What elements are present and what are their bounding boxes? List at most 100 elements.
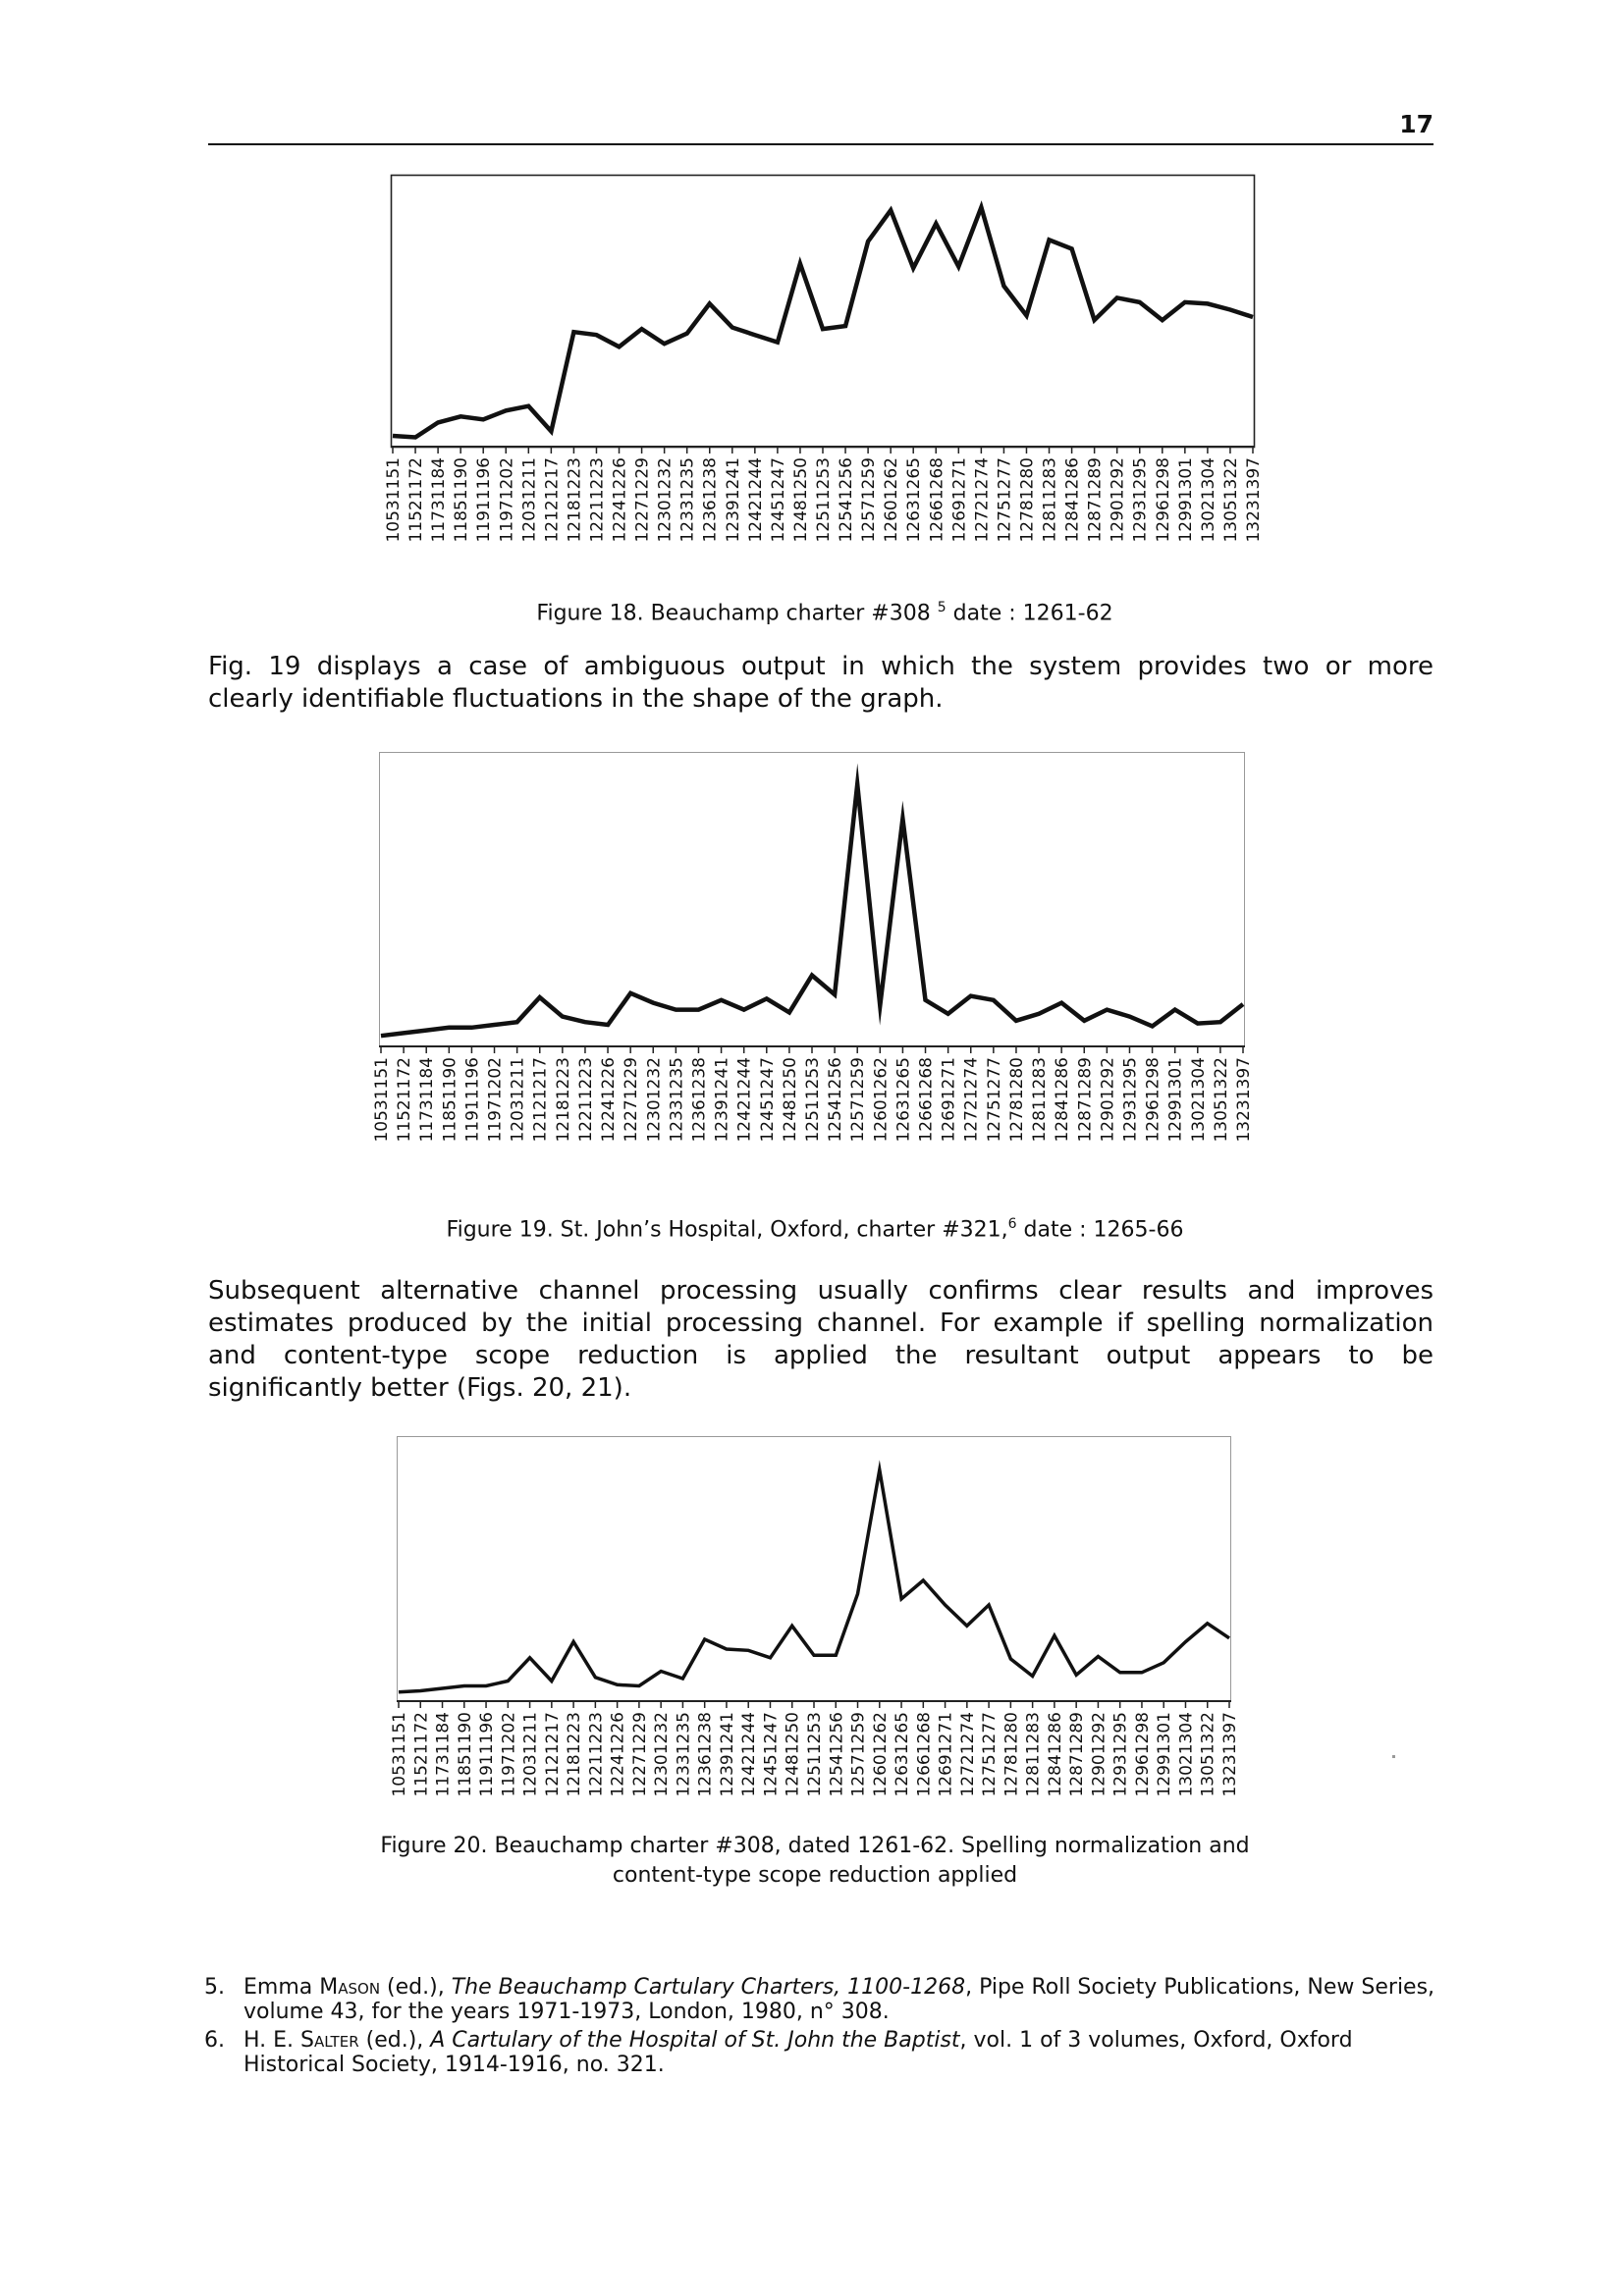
x-tick-label: 12961298 [1154, 457, 1173, 543]
x-tick-label: 12571259 [849, 1712, 869, 1797]
paragraph-2-line-2: estimates produced by the initial proces… [208, 1308, 1434, 1338]
x-tick-label: 12721274 [972, 457, 992, 543]
x-tick-label: 12931295 [1131, 457, 1151, 543]
x-tick-label: 12601262 [871, 1712, 891, 1797]
x-tick-label: 12271229 [630, 1712, 650, 1797]
x-tick-label: 12451247 [758, 1057, 778, 1143]
x-tick-label: 12541256 [827, 1712, 846, 1797]
x-tick-label: 12241226 [609, 1712, 628, 1797]
x-tick-label: 12121217 [531, 1057, 551, 1143]
x-tick-label: 12181223 [554, 1057, 573, 1143]
x-tick-label: 12661268 [914, 1712, 934, 1797]
x-tick-label: 12331235 [667, 1057, 686, 1143]
x-tick-label: 12781280 [1007, 1057, 1027, 1143]
x-tick-label: 12211223 [576, 1057, 596, 1143]
paragraph-2-line-3: and content-type scope reduction is appl… [208, 1341, 1434, 1370]
figure-19-caption-text: Figure 19. St. John’s Hospital, Oxford, … [446, 1217, 1008, 1243]
x-tick-label: 12241226 [611, 457, 630, 543]
x-tick-label: 12301232 [644, 1057, 664, 1143]
x-tick-label: 12451247 [762, 1712, 782, 1797]
footnote-5-number: 5. [204, 1975, 225, 2000]
x-tick-label: 13021304 [1199, 457, 1218, 543]
plot-frame [379, 752, 1245, 1047]
paragraph-1-line-1: Fig. 19 displays a case of ambiguous out… [208, 652, 1434, 681]
figure-18-chart: 10531151 11521172 11731184 11851190 11911196… [384, 174, 1264, 595]
paragraph-1-line-2: clearly identifiable fluctuations in the… [208, 684, 944, 714]
figure-20-chart: 10531151 11521172 11731184 11851190 11911196… [390, 1426, 1240, 1829]
figure-20-caption: Figure 20. Beauchamp charter #308, dated… [324, 1832, 1306, 1891]
x-tick-label: 12961298 [1133, 1712, 1153, 1797]
x-tick-label: 12961298 [1144, 1057, 1163, 1143]
x-tick-label: 13231397 [1234, 1057, 1254, 1143]
x-tick-label: 12451247 [769, 457, 788, 543]
x-tick-label: 12031211 [521, 1712, 541, 1797]
figure-18-caption-date: date : 1261-62 [946, 601, 1113, 626]
x-tick-label: 12871289 [1067, 1712, 1087, 1797]
series-line [392, 200, 1254, 440]
x-tick-label: 11521172 [411, 1712, 431, 1797]
paragraph-1: Fig. 19 displays a case of ambiguous out… [208, 651, 1434, 716]
series-line [380, 763, 1245, 1039]
x-tick-label: 12601262 [882, 457, 901, 543]
x-tick-label: 12841286 [1053, 1057, 1072, 1143]
x-tick-label: 12511253 [814, 457, 834, 543]
x-tick-label: 11971202 [499, 1712, 518, 1797]
figure-19-caption: Figure 19. St. John’s Hospital, Oxford, … [373, 1209, 1257, 1245]
x-tick-label: 12691271 [937, 1712, 956, 1797]
figure-18-caption-text: Figure 18. Beauchamp charter #308 [536, 601, 931, 626]
x-tick-label: 12721274 [958, 1712, 978, 1797]
page-number: 17 [1399, 110, 1434, 138]
x-tick-label: 12481250 [791, 457, 811, 543]
x-tick-label: 13231397 [1244, 457, 1264, 543]
x-tick-label: 12331235 [674, 1712, 693, 1797]
x-tick-label: 13051322 [1212, 1057, 1231, 1143]
x-tick-label: 12991301 [1166, 1057, 1186, 1143]
x-tick-label: 12361238 [701, 457, 721, 543]
x-tick-label: 11911196 [474, 457, 494, 543]
x-tick-label: 12301232 [656, 457, 676, 543]
x-tick-label: 12241226 [599, 1057, 619, 1143]
footnote-ref-5: 5 [937, 600, 947, 615]
x-tick-label: 12391241 [713, 1057, 732, 1143]
x-tick-label: 12181223 [565, 1712, 584, 1797]
footnote-5-ed: (ed.), [380, 1975, 452, 2000]
x-tick-label: 12811283 [1024, 1712, 1044, 1797]
x-tick-label: 12421244 [739, 1712, 759, 1797]
x-tick-label: 13021304 [1177, 1712, 1197, 1797]
x-tick-label: 12211223 [586, 1712, 606, 1797]
x-tick-label: 10531151 [372, 1057, 392, 1143]
paragraph-2-line-1: Subsequent alternative channel processin… [208, 1276, 1434, 1306]
x-tick-label: 12301232 [652, 1712, 672, 1797]
x-tick-label: 11911196 [462, 1057, 482, 1143]
x-tick-label: 12481250 [781, 1057, 800, 1143]
x-tick-label: 12391241 [724, 457, 743, 543]
x-tick-label: 12331235 [678, 457, 698, 543]
x-tick-label: 12781280 [1001, 1712, 1021, 1797]
x-tick-label: 12631265 [893, 1712, 912, 1797]
x-tick-label: 13231397 [1220, 1712, 1240, 1797]
x-tick-label: 13051322 [1221, 457, 1241, 543]
x-tick-label: 12571259 [859, 457, 879, 543]
series-line [398, 1460, 1230, 1694]
paragraph-2: Subsequent alternative channel processin… [208, 1275, 1434, 1405]
x-tick-label: 12841286 [1046, 1712, 1065, 1797]
x-tick-label: 12871289 [1075, 1057, 1095, 1143]
x-tick-label: 12511253 [803, 1057, 823, 1143]
figure-18-caption: Figure 18. Beauchamp charter #308 5 date… [393, 593, 1257, 628]
x-tick-label: 10531151 [390, 1712, 409, 1797]
figure-19-svg: 10531151 11521172 11731184 11851190 11911196… [372, 752, 1254, 1143]
footnote-6-ed: (ed.), [358, 2028, 431, 2053]
x-tick-label: 12121217 [543, 1712, 563, 1797]
x-tick-label: 12181223 [565, 457, 584, 543]
x-tick-label: 11971202 [486, 1057, 506, 1143]
x-tick-label: 11521172 [395, 1057, 414, 1143]
x-tick-label: 12901292 [1089, 1712, 1109, 1797]
x-tick-label: 12511253 [805, 1712, 825, 1797]
x-tick-label: 12601262 [871, 1057, 891, 1143]
x-tick-label: 11851190 [440, 1057, 460, 1143]
x-tick-label: 12631265 [893, 1057, 913, 1143]
footnote-6-number: 6. [204, 2028, 225, 2053]
x-tick-label: 12391241 [718, 1712, 737, 1797]
footnote-6-author-first: H. E. [243, 2028, 301, 2053]
figure-20-svg: 10531151 11521172 11731184 11851190 11911196… [390, 1436, 1240, 1797]
